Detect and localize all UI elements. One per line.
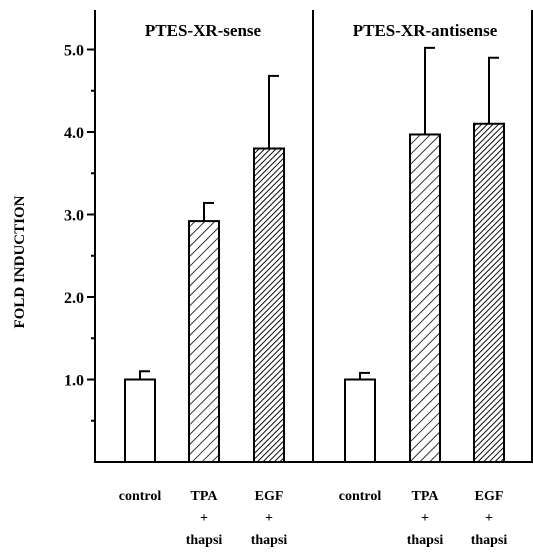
category-label: EGF bbox=[255, 489, 284, 504]
y-tick-label: 5.0 bbox=[64, 43, 84, 60]
category-label: TPA bbox=[412, 489, 440, 504]
y-tick-label: 3.0 bbox=[64, 208, 84, 225]
plot-frame bbox=[94, 10, 533, 463]
category-label: TPA bbox=[191, 489, 219, 504]
bar bbox=[473, 122, 505, 463]
category-label: thapsi bbox=[251, 533, 288, 548]
bar bbox=[344, 378, 376, 463]
panel-title-antisense: PTES-XR-antisense bbox=[353, 21, 498, 40]
category-label: + bbox=[485, 511, 493, 526]
category-label: + bbox=[200, 511, 208, 526]
bars bbox=[124, 46, 505, 463]
bar bbox=[124, 378, 156, 463]
bar bbox=[253, 147, 285, 463]
category-label: thapsi bbox=[186, 533, 223, 548]
category-label: EGF bbox=[475, 489, 504, 504]
y-axis-label: FOLD INDUCTION bbox=[12, 195, 28, 328]
category-label: thapsi bbox=[407, 533, 444, 548]
category-label: control bbox=[339, 489, 382, 504]
category-label: + bbox=[265, 511, 273, 526]
y-axis: 1.0 2.0 3.0 4.0 5.0 bbox=[64, 43, 95, 422]
y-tick-label: 2.0 bbox=[64, 290, 84, 307]
bar bbox=[188, 220, 220, 463]
category-label: thapsi bbox=[471, 533, 508, 548]
y-tick-label: 4.0 bbox=[64, 125, 84, 142]
category-label: + bbox=[421, 511, 429, 526]
panel-title-sense: PTES-XR-sense bbox=[145, 21, 262, 40]
category-label: control bbox=[119, 489, 162, 504]
bar bbox=[409, 133, 441, 463]
y-tick-label: 1.0 bbox=[64, 373, 84, 390]
category-labels: control TPA + thapsi EGF + thapsi control TPA + th… bbox=[119, 489, 508, 548]
